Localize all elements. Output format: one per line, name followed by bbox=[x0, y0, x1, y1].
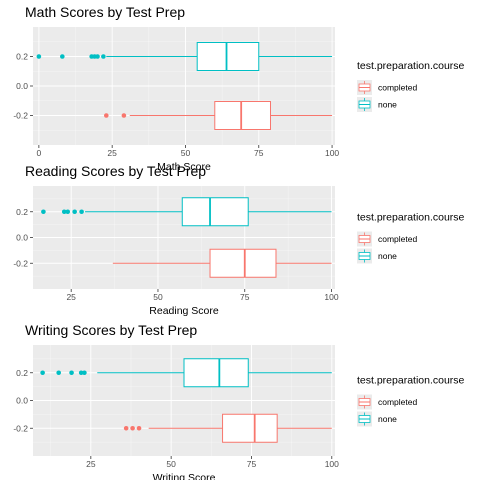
outlier-point bbox=[69, 370, 74, 376]
legend-label: none bbox=[378, 100, 397, 110]
y-tick-label: 0.0 bbox=[16, 396, 28, 406]
y-tick-label: 0.2 bbox=[16, 52, 28, 62]
outlier-point bbox=[65, 209, 71, 215]
legend-label: completed bbox=[378, 234, 417, 244]
x-tick-label: 50 bbox=[166, 459, 176, 469]
x-tick-label: 100 bbox=[324, 292, 338, 302]
x-tick-label: 100 bbox=[325, 459, 339, 469]
x-tick-label: 25 bbox=[66, 292, 76, 302]
legend-entry-completed: completed bbox=[357, 394, 417, 410]
legend-label: completed bbox=[378, 83, 417, 93]
outlier-point bbox=[36, 54, 42, 59]
y-tick-label: -0.2 bbox=[13, 111, 28, 121]
x-axis-label: Math Score bbox=[157, 161, 211, 173]
outlier-point bbox=[101, 54, 106, 59]
chart-panel-2: Reading Scores by Test Prep 0.2 0.0 -0.2 25 5… bbox=[13, 163, 464, 317]
box bbox=[196, 42, 260, 71]
outlier-point bbox=[41, 209, 46, 215]
y-tick-label: 0.0 bbox=[16, 81, 28, 91]
box-series-completed bbox=[123, 413, 332, 443]
box-series-none bbox=[40, 358, 332, 388]
legend-label: completed bbox=[378, 397, 417, 407]
legend-label: none bbox=[378, 251, 397, 261]
chart-title: Math Scores by Test Prep bbox=[25, 4, 185, 20]
legend-entry-none: none bbox=[357, 248, 397, 264]
x-tick-label: 25 bbox=[107, 148, 117, 158]
y-tick-label: 0.0 bbox=[16, 233, 28, 243]
x-axis-label: Reading Score bbox=[149, 305, 219, 317]
x-tick-label: 0 bbox=[36, 148, 41, 158]
outlier-point bbox=[104, 113, 109, 118]
x-axis-label: Writing Score bbox=[153, 472, 216, 480]
outlier-point bbox=[72, 209, 77, 215]
outlier-point bbox=[121, 113, 127, 118]
box-series-none bbox=[36, 42, 333, 71]
outlier-point bbox=[82, 370, 87, 376]
box-series-completed bbox=[104, 101, 333, 130]
legend-entry-completed: completed bbox=[357, 231, 417, 247]
box bbox=[222, 413, 278, 443]
legend-title: test.preparation.course bbox=[357, 212, 465, 224]
x-tick-label: 50 bbox=[153, 292, 163, 302]
outlier-point bbox=[130, 425, 135, 431]
legend-label: none bbox=[378, 414, 397, 424]
box bbox=[181, 197, 249, 227]
chart-title: Writing Scores by Test Prep bbox=[25, 322, 197, 338]
chart-panel-3: Writing Scores by Test Prep 0.2 0.0 -0.2 25 5… bbox=[13, 322, 464, 480]
y-tick-label: 0.2 bbox=[16, 207, 28, 217]
legend-title: test.preparation.course bbox=[357, 60, 465, 72]
y-tick-label: -0.2 bbox=[13, 258, 28, 268]
legend: test.preparation.course completed none bbox=[357, 375, 465, 427]
legend-title: test.preparation.course bbox=[357, 375, 465, 387]
x-tick-label: 75 bbox=[240, 292, 250, 302]
outlier-point bbox=[136, 425, 142, 431]
x-tick-label: 75 bbox=[247, 459, 257, 469]
box bbox=[183, 358, 249, 388]
x-tick-label: 25 bbox=[86, 459, 96, 469]
outlier-point bbox=[95, 54, 100, 59]
legend-entry-completed: completed bbox=[357, 80, 417, 95]
outlier-point bbox=[78, 370, 84, 376]
chart-panel-1: Math Scores by Test Prep 0.2 0.0 -0.2 0 25 50 7… bbox=[13, 4, 464, 173]
outlier-point bbox=[61, 209, 67, 215]
outlier-point bbox=[123, 425, 129, 431]
legend-entry-none: none bbox=[357, 411, 397, 427]
outlier-point bbox=[56, 370, 62, 376]
x-tick-label: 50 bbox=[181, 148, 191, 158]
outlier-point bbox=[79, 209, 84, 215]
outlier-point bbox=[40, 370, 45, 376]
x-tick-label: 100 bbox=[325, 148, 339, 158]
legend: test.preparation.course completed none bbox=[357, 60, 465, 112]
chart-title: Reading Scores by Test Prep bbox=[25, 163, 206, 179]
box-series-completed bbox=[112, 248, 332, 278]
y-tick-label: -0.2 bbox=[13, 423, 28, 433]
x-tick-label: 75 bbox=[254, 148, 264, 158]
box bbox=[209, 248, 277, 278]
legend: test.preparation.course completed none bbox=[357, 212, 465, 264]
box-series-none bbox=[41, 197, 332, 227]
outlier-point bbox=[60, 54, 65, 59]
y-tick-label: 0.2 bbox=[16, 368, 28, 378]
box bbox=[214, 101, 271, 130]
legend-entry-none: none bbox=[357, 97, 397, 112]
